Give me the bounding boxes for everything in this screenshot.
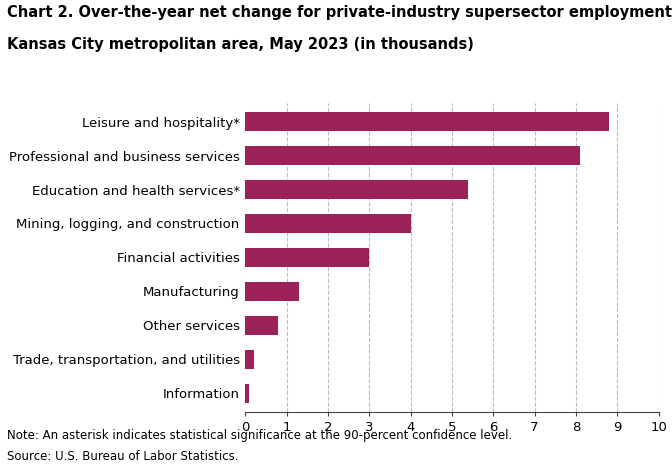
Bar bbox=[245, 248, 370, 267]
Text: Chart 2. Over-the-year net change for private-industry supersector employment in: Chart 2. Over-the-year net change for pr… bbox=[7, 5, 672, 20]
Bar bbox=[245, 350, 253, 369]
Bar bbox=[245, 316, 278, 335]
Text: Kansas City metropolitan area, May 2023 (in thousands): Kansas City metropolitan area, May 2023 … bbox=[7, 37, 474, 52]
Bar bbox=[245, 384, 249, 402]
Bar bbox=[245, 180, 468, 199]
Text: Source: U.S. Bureau of Labor Statistics.: Source: U.S. Bureau of Labor Statistics. bbox=[7, 450, 238, 463]
Bar bbox=[245, 214, 411, 233]
Bar bbox=[245, 112, 609, 131]
Bar bbox=[245, 146, 580, 165]
Bar bbox=[245, 282, 299, 300]
Text: Note: An asterisk indicates statistical significance at the 90-percent confidenc: Note: An asterisk indicates statistical … bbox=[7, 429, 512, 442]
